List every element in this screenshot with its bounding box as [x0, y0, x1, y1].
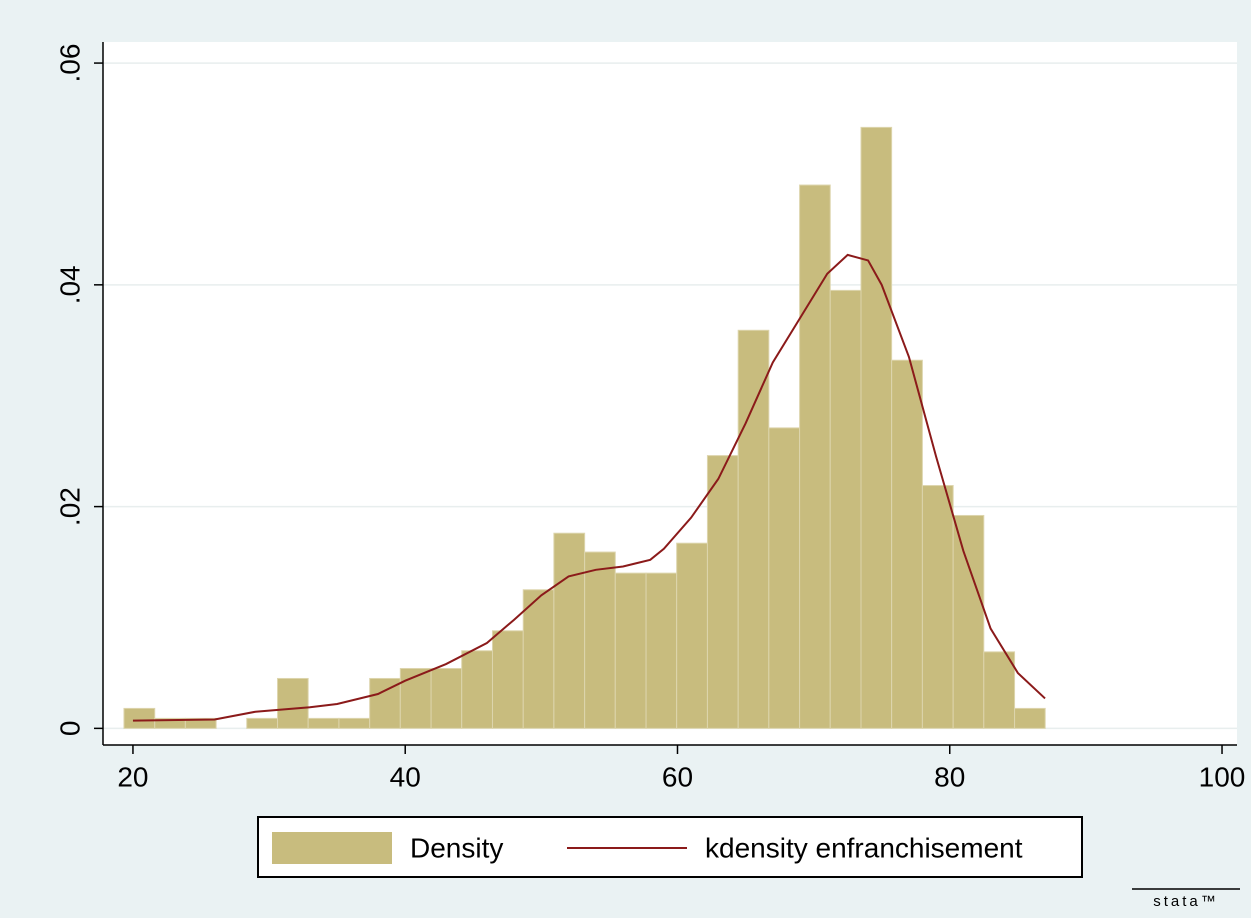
bar: [277, 677, 309, 729]
x-tick-label: 60: [662, 761, 693, 792]
bar: [461, 650, 493, 729]
bar: [246, 717, 279, 729]
x-tick-label: 20: [117, 761, 148, 792]
bar: [491, 630, 524, 729]
bar: [553, 532, 586, 729]
bar: [307, 717, 340, 729]
bar: [860, 126, 893, 729]
bar: [369, 677, 401, 729]
bar: [799, 184, 831, 729]
legend-label: kdensity enfranchisement: [705, 832, 1023, 863]
bar: [338, 717, 371, 729]
bar: [522, 589, 555, 729]
bar: [706, 455, 739, 729]
logo: stata™: [1153, 893, 1219, 910]
y-tick-label: .06: [54, 44, 85, 83]
legend-label: Density: [410, 832, 503, 863]
bar: [645, 572, 678, 729]
bar: [952, 514, 985, 729]
y-tick-label: .02: [54, 487, 85, 526]
bar: [737, 329, 770, 729]
y-tick-label: .04: [54, 265, 85, 304]
x-tick-label: 40: [390, 761, 421, 792]
x-tick-label: 100: [1199, 761, 1246, 792]
bar: [1014, 707, 1046, 729]
bar: [184, 717, 217, 729]
bar: [614, 572, 647, 729]
bar: [891, 359, 923, 729]
y-tick-label: 0: [54, 721, 85, 737]
bar: [584, 551, 616, 729]
bar: [123, 707, 156, 729]
bar: [430, 667, 463, 729]
kdensity-line: [132, 253, 1046, 722]
bar: [983, 651, 1016, 729]
bar: [921, 485, 954, 729]
bar: [768, 427, 801, 729]
bar: [676, 542, 708, 729]
x-tick-label: 80: [934, 761, 965, 792]
legend-swatch: [272, 832, 392, 864]
bar: [829, 289, 862, 729]
